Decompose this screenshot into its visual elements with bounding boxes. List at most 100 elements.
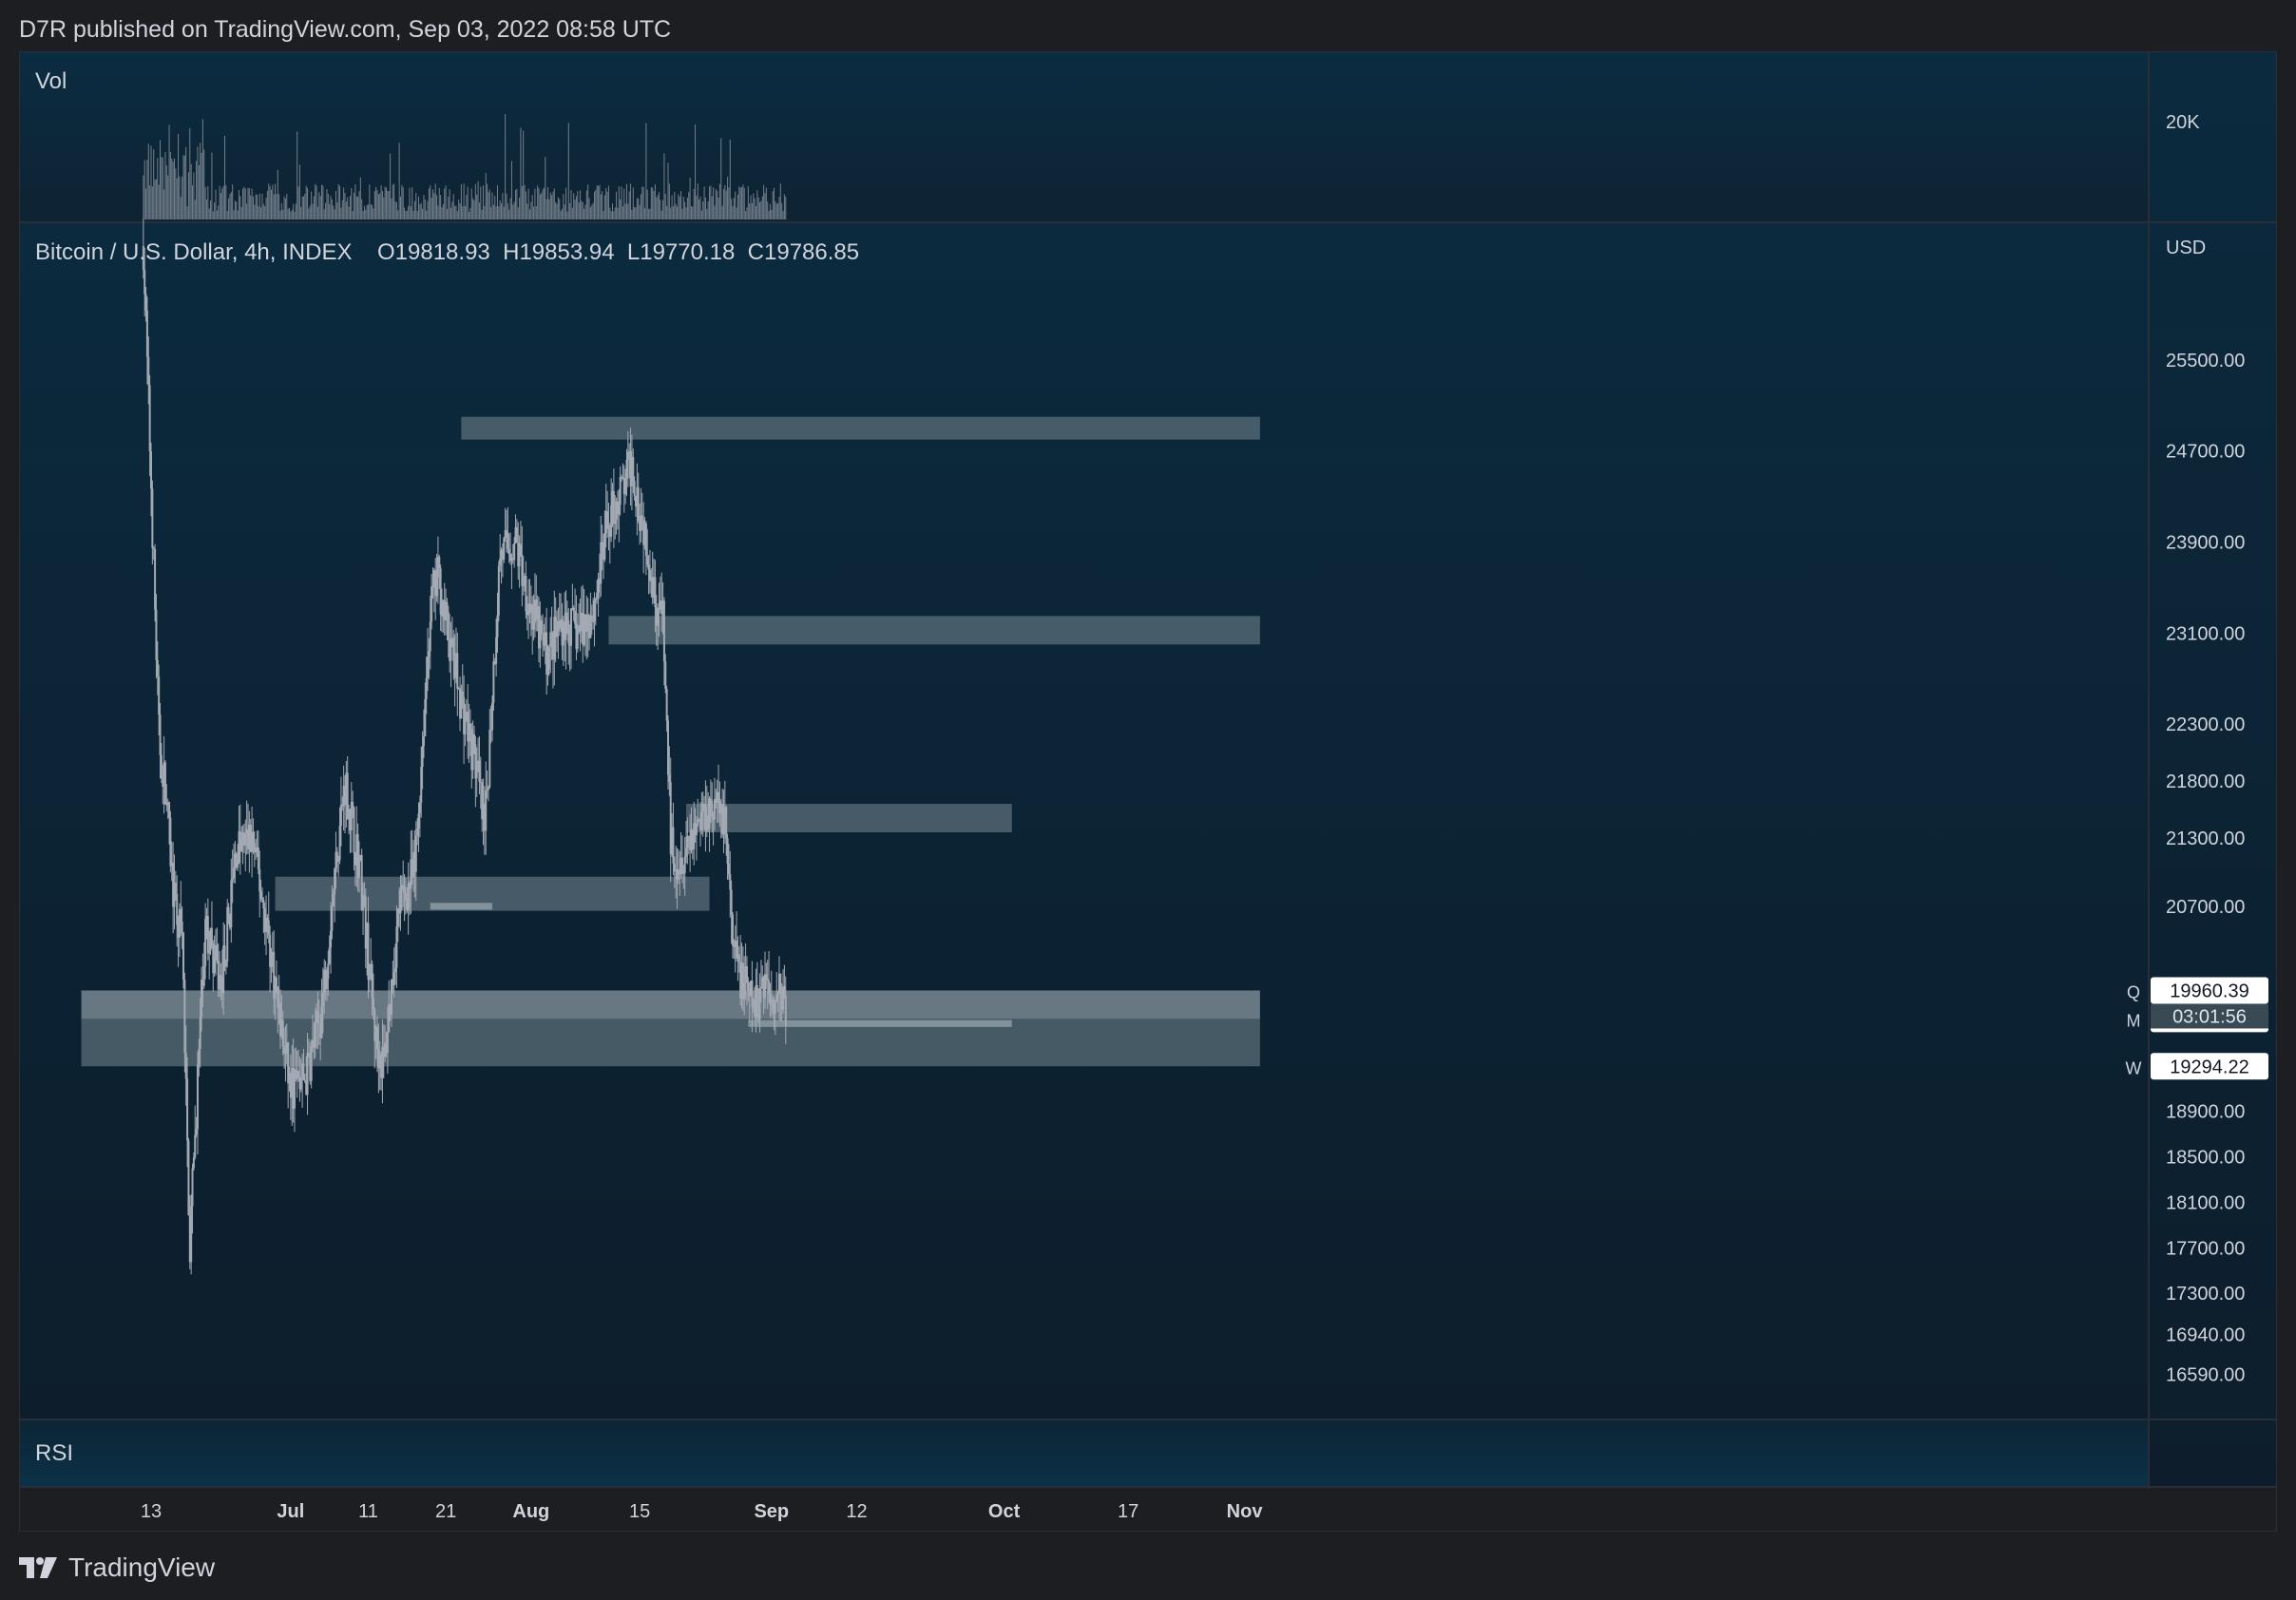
candle-body-251 <box>467 711 469 742</box>
symbol-title[interactable]: Bitcoin / U.S. Dollar, 4h, INDEX <box>35 239 352 265</box>
candle-body-492 <box>777 973 780 994</box>
candle-body-412 <box>675 869 678 872</box>
candle-body-35 <box>187 1140 190 1216</box>
candle-body-249 <box>464 720 467 734</box>
candle-body-388 <box>643 523 646 545</box>
candle-body-479 <box>761 977 764 987</box>
chart-frame[interactable]: 25500.00 24700.00 23900.00 23100.00 22300.00… <box>19 51 2277 1532</box>
rsi-pane[interactable] <box>20 1420 2149 1487</box>
candle-body-490 <box>775 994 778 1001</box>
candle-body-201 <box>402 885 405 886</box>
candle-body-351 <box>596 592 599 599</box>
candle-body-418 <box>682 872 685 874</box>
candle-body-174 <box>367 923 370 981</box>
time-axis-panel[interactable] <box>20 1487 2277 1532</box>
candle-body-87 <box>255 848 258 853</box>
candle-body-114 <box>289 1073 292 1098</box>
candle-body-137 <box>319 1022 322 1038</box>
price-pane[interactable] <box>20 223 2149 1419</box>
candle-body-73 <box>237 863 239 867</box>
candle-body-65 <box>226 906 229 962</box>
candle-body-200 <box>400 885 403 891</box>
candle-body-349 <box>593 600 596 622</box>
candle-body-244 <box>457 688 460 690</box>
candle-body-181 <box>376 1026 378 1050</box>
candle-body-265 <box>485 790 488 831</box>
candle-body-119 <box>296 1070 298 1079</box>
candle-body-274 <box>496 615 499 638</box>
candle-body-109 <box>283 1046 286 1055</box>
candle-body-395 <box>653 577 656 598</box>
candles-layer <box>142 219 787 1275</box>
candle-body-5 <box>148 385 151 452</box>
candle-body-51 <box>208 950 211 954</box>
candle-body-176 <box>370 963 373 980</box>
candle-body-221 <box>428 651 430 657</box>
candle-body-433 <box>701 803 704 812</box>
candle-body-313 <box>546 669 549 675</box>
candle-body-275 <box>497 565 500 616</box>
candle-body-131 <box>312 1039 314 1047</box>
candle-body-182 <box>377 1049 380 1069</box>
candle-body-216 <box>421 746 424 768</box>
candle-body-421 <box>686 836 689 848</box>
ohlc-readout: O19818.93 H19853.94 L19770.18 C19786.85 <box>377 239 859 265</box>
candle-body-29 <box>180 908 182 923</box>
candle-body-436 <box>705 815 708 831</box>
candle-body-149 <box>335 851 337 869</box>
zone-1 <box>608 616 1260 645</box>
candle-body-20 <box>168 802 171 818</box>
candle-body-376 <box>628 450 631 452</box>
candle-body-204 <box>406 901 409 910</box>
candle-body-461 <box>737 954 740 962</box>
candle-body-162 <box>352 802 354 808</box>
candle-body-294 <box>522 584 525 586</box>
chart-svg[interactable]: 25500.00 24700.00 23900.00 23100.00 22300.00… <box>20 52 2277 1532</box>
candle-body-117 <box>293 1069 296 1109</box>
candle-body-267 <box>487 787 489 790</box>
candle-body-205 <box>407 883 410 910</box>
time-tick-label: Nov <box>1227 1501 1264 1522</box>
candle-body-84 <box>251 831 254 852</box>
price-axis-panel[interactable] <box>2149 52 2277 1487</box>
candle-body-469 <box>748 990 751 996</box>
candle-body-120 <box>297 1070 300 1077</box>
candle-body-346 <box>589 615 592 638</box>
candle-body-213 <box>417 813 420 829</box>
volume-pane[interactable] <box>20 52 2149 221</box>
candle-body-147 <box>332 894 335 906</box>
candle-body-366 <box>615 501 618 521</box>
candle-body-111 <box>285 1042 288 1053</box>
candle-body-494 <box>780 993 783 1010</box>
candle-body-344 <box>586 614 589 632</box>
candle-body-387 <box>642 520 645 545</box>
candle-body-57 <box>216 944 219 961</box>
candle-body-214 <box>418 802 421 814</box>
time-tick-label: Jul <box>277 1501 304 1522</box>
candle-body-396 <box>654 577 657 608</box>
candle-body-394 <box>651 577 654 598</box>
candle-body-320 <box>556 631 559 638</box>
tradingview-brand[interactable]: TradingView <box>19 1549 215 1587</box>
candle-body-353 <box>598 578 601 584</box>
price-tick-label: 16590.00 <box>2166 1364 2245 1385</box>
candle-body-341 <box>583 614 585 645</box>
candle-body-367 <box>616 501 619 515</box>
candle-body-311 <box>544 632 546 646</box>
candle-body-210 <box>413 851 416 872</box>
candle-body-458 <box>734 941 737 947</box>
candle-body-476 <box>757 1015 760 1019</box>
candle-body-291 <box>518 543 521 567</box>
candle-body-330 <box>568 643 571 646</box>
candle-body-24 <box>173 883 176 907</box>
candle-body-112 <box>287 1042 290 1084</box>
price-tick-label: 16940.00 <box>2166 1324 2245 1345</box>
candle-body-484 <box>768 980 771 994</box>
candle-body-85 <box>252 831 255 843</box>
candle-body-489 <box>774 1000 776 1014</box>
candle-body-136 <box>317 1022 320 1024</box>
candle-body-471 <box>751 981 754 1008</box>
candle-body-0 <box>142 245 144 271</box>
candle-body-308 <box>540 620 543 634</box>
candle-body-191 <box>389 1004 392 1015</box>
